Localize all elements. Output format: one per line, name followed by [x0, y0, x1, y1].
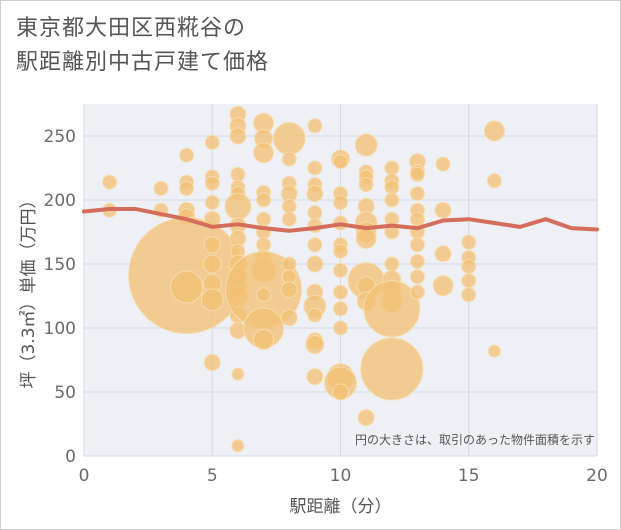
bubble-size-note: 円の大きさは、取引のあった物件面積を示す [355, 432, 595, 447]
bubble-layer [102, 105, 505, 453]
bubble-point [272, 122, 306, 156]
bubble-point [384, 179, 400, 195]
bubble-point [203, 236, 221, 254]
bubble-point [332, 383, 349, 401]
bubble-point [363, 280, 421, 338]
bubble-point [409, 211, 425, 227]
bubble-point [355, 227, 377, 249]
bubble-point [307, 118, 323, 134]
y-tick-label: 200 [44, 191, 76, 211]
bubble-point [409, 186, 425, 202]
bubble-point [203, 354, 221, 372]
x-tick-label: 10 [330, 466, 352, 486]
trend-line-layer [82, 206, 599, 233]
y-axis-label: 坪（3.3㎡）単価（万円） [19, 191, 39, 388]
bubble-point [486, 173, 502, 189]
bubble-point [307, 205, 323, 221]
bubble-point [333, 195, 348, 211]
chart-title-line-1: 東京都大田区西糀谷の [16, 16, 247, 41]
y-tick-label: 150 [44, 255, 76, 275]
x-tick-label: 0 [79, 466, 90, 486]
bubble-point [305, 335, 325, 355]
bubble-point [204, 195, 220, 211]
y-tick-label: 50 [54, 383, 76, 403]
bubble-point [229, 127, 247, 145]
x-tick-label: 15 [458, 466, 480, 486]
bubble-point [281, 211, 297, 227]
y-tick-label: 250 [44, 127, 76, 147]
bubble-point [487, 344, 501, 358]
y-tick-label: 0 [65, 447, 76, 467]
bubble-point [434, 245, 452, 263]
bubble-point [483, 120, 505, 142]
bubble-point [435, 156, 451, 172]
bubble-point [231, 367, 245, 381]
bubble-point [354, 133, 378, 157]
bubble-point [307, 160, 323, 176]
bubble-point [200, 288, 224, 312]
bubble-point [333, 320, 348, 336]
bubble-point [409, 269, 425, 285]
bubble-point [461, 234, 477, 250]
x-tick-label: 20 [586, 466, 608, 486]
bubble-point [204, 175, 220, 191]
x-axis-label: 駅距離（分） [290, 497, 392, 517]
bubble-point [256, 287, 272, 303]
bubble-point [409, 166, 425, 182]
bubble-point [281, 151, 297, 167]
bubble-point [202, 254, 222, 274]
bubble-point [333, 243, 348, 259]
bubble-point [384, 160, 400, 176]
y-tick-label: 100 [44, 319, 76, 339]
bubble-point [461, 273, 477, 289]
bubble-point [280, 309, 298, 327]
bubble-point [253, 142, 275, 164]
bubble-point [409, 237, 425, 253]
bubble-point [360, 337, 424, 401]
bubble-point [358, 177, 374, 193]
bubble-point [281, 256, 297, 272]
x-tick-label: 5 [207, 466, 218, 486]
average-price-line [82, 206, 599, 233]
bubble-point [461, 259, 477, 275]
bubble-point [434, 201, 452, 219]
bubble-point [333, 262, 348, 278]
bubble-point [204, 134, 220, 150]
bubble-point [333, 301, 348, 317]
bubble-point [280, 281, 298, 299]
bubble-point [409, 284, 425, 300]
bubble-point [307, 237, 323, 253]
bubble-point [384, 192, 400, 208]
bubble-point [231, 439, 245, 453]
bubble-point [224, 192, 252, 220]
bubble-point [333, 154, 348, 170]
bubble-point [179, 180, 195, 196]
bubble-point [256, 211, 272, 227]
bubble-point [153, 180, 169, 196]
bubble-point [281, 198, 297, 214]
bubble-point [409, 253, 425, 269]
bubble-point [357, 409, 375, 427]
bubble-point [256, 192, 272, 208]
bubble-point [102, 174, 118, 190]
bubble-point [253, 329, 275, 351]
chart-title: 東京都大田区西糀谷の 駅距離別中古戸建て価格 [16, 12, 576, 80]
bubble-point [333, 284, 348, 300]
bubble-point [179, 147, 195, 163]
bubble-point [230, 166, 246, 182]
bubble-point [384, 256, 400, 272]
bubble-point [461, 287, 477, 303]
bubble-point [306, 368, 324, 386]
bubble-point [307, 307, 323, 323]
bubble-point [432, 275, 454, 297]
bubble-point [170, 270, 204, 304]
bubble-point [306, 185, 324, 203]
chart-title-line-2: 駅距離別中古戸建て価格 [16, 50, 270, 75]
bubble-point [306, 255, 324, 273]
